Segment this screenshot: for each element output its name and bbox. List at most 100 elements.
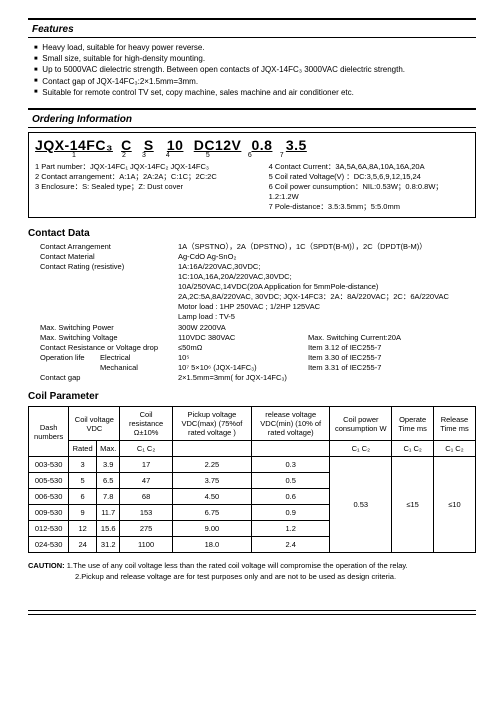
td: 003-530 [29,457,69,473]
feature-item: Small size, suitable for high-density mo… [34,53,476,64]
cd-label [28,282,178,292]
num-seg: 7 [267,152,297,159]
th [172,441,252,457]
td: 2.4 [252,537,330,553]
td: 3.9 [96,457,120,473]
num-seg: 1 [35,152,113,159]
td: 9.00 [172,521,252,537]
td: 0.5 [252,473,330,489]
num-seg: 3 [135,152,153,159]
td: 17 [120,457,172,473]
cd-val: 1A:16A/220VAC,30VDC; [178,262,476,272]
td: 6 [69,489,97,505]
td: 6.5 [96,473,120,489]
td: 1100 [120,537,172,553]
order-line: 4 Contact Current：3A,5A,6A,8A,10A,16A,20… [269,162,469,172]
cd-label: Max. Switching Power [28,323,178,333]
th: Coil voltage VDC [69,407,120,441]
td: 4.50 [172,489,252,505]
td: 006-530 [29,489,69,505]
td: 6.75 [172,505,252,521]
td: 7.8 [96,489,120,505]
cd-val: 2×1.5mm=3mm( for JQX-14FC₃) [178,373,476,383]
num-seg: 5 [183,152,233,159]
code-seg: S [140,137,158,153]
ordering-box: JQX-14FC₃ C S 10 DC12V 0.8 3.5 1 2 3 4 5… [28,132,476,218]
features-header: Features [28,22,476,38]
th [252,441,330,457]
contact-data: Contact Arrangement1A（SPSTNO），2A（DPSTNO）… [28,242,476,384]
td: 18.0 [172,537,252,553]
td: 24 [69,537,97,553]
cd-label [28,302,178,312]
order-line: 5 Coil rated Voltage(V) ：DC:3,5,6,9,12,1… [269,172,469,182]
order-line: 2 Contact arrangement：A:1A；2A:2A；C:1C；2C… [35,172,261,182]
th: Rated [69,441,97,457]
cd-label [28,272,178,282]
page-root: Features Heavy load, suitable for heavy … [0,0,504,645]
feature-item: Heavy load, suitable for heavy power rev… [34,42,476,53]
td: 1.2 [252,521,330,537]
cd-val: 1C:10A,16A,20A/220VAC,30VDC; [178,272,476,282]
contact-data-header: Contact Data [28,228,476,239]
cd-val: 110VDC 380VAC [178,333,308,343]
bottom-rules [28,610,476,615]
th: C₁ C₂ [120,441,172,457]
order-nums: 1 2 3 4 5 6 7 [35,152,469,159]
cd-val: Motor load : 1HP 250VAC ; 1/2HP 125VAC [178,302,476,312]
cd-val: 300W 2200VA [178,323,476,333]
cd-label [28,292,178,302]
cd-val: Lamp load : TV-5 [178,312,476,322]
order-line: 3 Enclosure：S: Sealed type；Z: Dust cover [35,182,261,192]
order-line: 6 Coil power cunsumption：NIL:0.53W；0.8:0… [269,182,469,202]
ordering-header: Ordering Information [28,112,476,128]
td: ≤15 [392,457,434,553]
cd-label: Contact Rating (resistive) [28,262,178,272]
caution-label: CAUTION: [28,561,65,570]
order-left: 1 Part number：JQX-14FC₁ JQX-14FC₂ JQX-14… [35,162,261,213]
th: C₁ C₂ [433,441,475,457]
caution: CAUTION: 1.The use of any coil voltage l… [28,561,476,582]
cd-val: 10⁵ [178,353,308,363]
td: 11.7 [96,505,120,521]
th: release voltage VDC(min) (10% of rated v… [252,407,330,441]
order-columns: 1 Part number：JQX-14FC₁ JQX-14FC₂ JQX-14… [35,162,469,213]
td: 0.3 [252,457,330,473]
order-line: 1 Part number：JQX-14FC₁ JQX-14FC₂ JQX-14… [35,162,261,172]
td: 009-530 [29,505,69,521]
td: 275 [120,521,172,537]
caution-line: 1.The use of any coil voltage less than … [67,561,408,570]
coil-header: Coil Parameter [28,391,476,402]
td: 3 [69,457,97,473]
td: 9 [69,505,97,521]
td: 31.2 [96,537,120,553]
order-line: 7 Pole-distance：3.5:3.5mm；5:5.0mm [269,202,469,212]
cd-label: Contact gap [28,373,178,383]
feature-item: Contact gap of JQX-14FC₃:2×1.5mm=3mm. [34,76,476,87]
td: 5 [69,473,97,489]
code-seg: 0.8 [247,137,277,153]
th: Dash numbers [29,407,69,457]
cd-val: Max. Switching Current:20A [308,333,401,343]
mid-rule [28,108,476,110]
td: 2.25 [172,457,252,473]
td: 0.9 [252,505,330,521]
cd-val: 10A/250VAC,14VDC(20A Application for 5mm… [178,282,476,292]
td: 3.75 [172,473,252,489]
code-seg: 10 [162,137,188,153]
feature-item: Suitable for remote control TV set, copy… [34,87,476,98]
th: Pickup voltage VDC(max) (75%of rated vol… [172,407,252,441]
th: Operate Time ms [392,407,434,441]
th: C₁ C₂ [392,441,434,457]
cd-label: Operation life [28,353,100,363]
th: Release Time ms [433,407,475,441]
cd-label [28,363,100,373]
td: 153 [120,505,172,521]
top-rule [28,18,476,20]
td: 12 [69,521,97,537]
cd-val: 10⁷ 5×10⁶ (JQX-14FC₃) [178,363,308,373]
td: 024-530 [29,537,69,553]
cd-label: Contact Material [28,252,178,262]
td: 15.6 [96,521,120,537]
code-seg: 3.5 [281,137,311,153]
